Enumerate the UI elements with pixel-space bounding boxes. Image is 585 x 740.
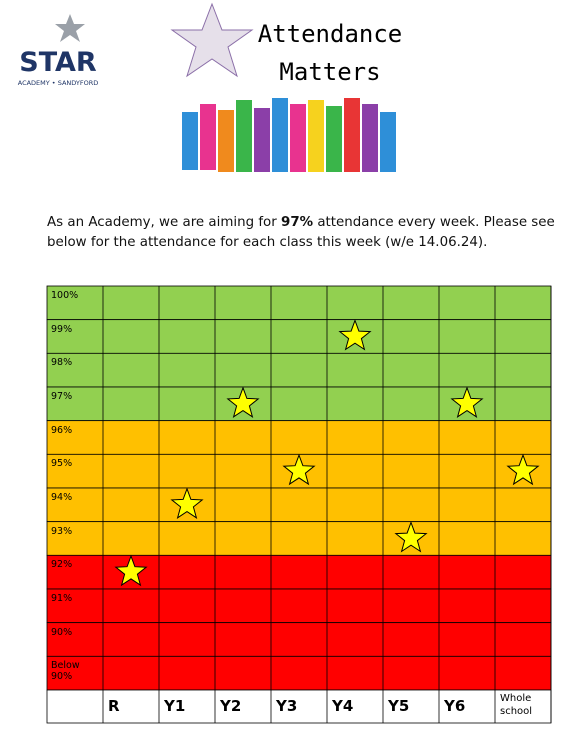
intro-target: 97%	[281, 215, 314, 230]
y-tick-label: 91%	[51, 593, 73, 604]
band	[46, 655, 552, 691]
x-tick-label: Y1	[164, 697, 186, 715]
star	[226, 386, 260, 418]
band	[46, 521, 552, 556]
star	[338, 319, 372, 351]
x-tick-label: Y5	[388, 697, 410, 715]
x-tick-label: R	[108, 697, 120, 715]
x-tick-label: Y2	[220, 697, 242, 715]
x-tick-label: Y4	[332, 697, 354, 715]
y-tick-label: 93%	[51, 525, 73, 537]
y-tick-label: 96%	[51, 424, 73, 436]
band	[46, 352, 552, 388]
y-tick-label: 92%	[51, 559, 73, 571]
label-row	[46, 689, 552, 724]
y-tick-label: 90%	[51, 626, 73, 638]
title-line: Matters	[279, 58, 380, 86]
intro-part: attendance every week. Please see below …	[47, 215, 555, 250]
wordcloud-star	[170, 2, 254, 78]
y-tick-label: 100%	[51, 290, 79, 301]
logo-name: STAR	[19, 47, 97, 78]
intro-text: As an Academy, we are aiming for 97% att…	[47, 213, 557, 253]
intro-part: As an Academy, we are aiming for	[47, 215, 282, 230]
x-tick-label: Y3	[276, 697, 298, 715]
y-tick-label: 94%	[51, 492, 73, 503]
star	[170, 487, 204, 519]
star	[450, 386, 484, 418]
star	[394, 521, 428, 553]
y-tick-label: Below 90%	[51, 660, 80, 683]
band	[46, 285, 552, 321]
star	[506, 453, 540, 486]
logo-star	[55, 14, 85, 42]
band	[46, 487, 552, 523]
y-tick-label: 97%	[51, 391, 73, 402]
hands	[182, 98, 396, 172]
band	[46, 588, 552, 624]
band	[46, 622, 552, 657]
y-tick-label: 95%	[51, 458, 73, 470]
logo-subtitle: ACADEMY • SANDYFORD	[18, 79, 99, 87]
x-tick-label: Whole school	[500, 693, 533, 717]
title-line: Attendance	[258, 20, 403, 48]
x-tick-label: Y6	[444, 697, 466, 715]
star	[114, 554, 148, 587]
band	[46, 420, 552, 455]
band	[46, 319, 552, 354]
star	[282, 453, 316, 486]
y-tick-label: 98%	[51, 357, 73, 369]
y-tick-label: 99%	[51, 323, 73, 335]
